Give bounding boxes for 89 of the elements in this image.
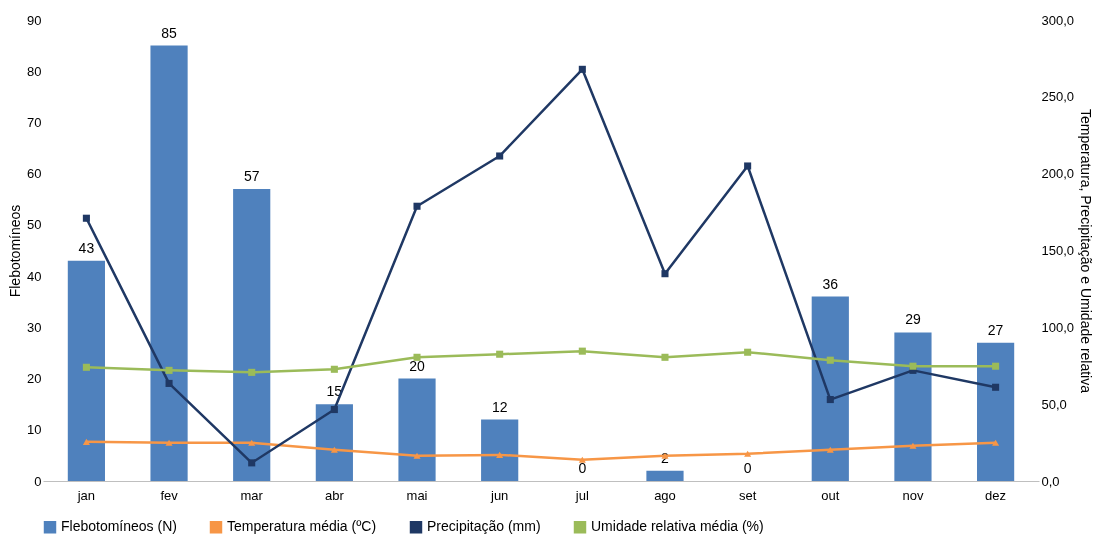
y2-axis-title: Temperatura, Precipitação e Umidade relativa bbox=[1078, 108, 1095, 394]
x-tick-label: dez bbox=[985, 487, 1007, 503]
bar bbox=[398, 378, 436, 481]
point bbox=[826, 446, 834, 453]
y-tick-label: 20 bbox=[27, 371, 42, 387]
point bbox=[826, 356, 834, 364]
point bbox=[248, 439, 256, 446]
y2-tick-label: 300,0 bbox=[1041, 12, 1075, 28]
data-label: 20 bbox=[409, 357, 426, 374]
y-tick-label: 70 bbox=[27, 114, 42, 130]
point bbox=[992, 383, 1000, 391]
data-label: 36 bbox=[822, 275, 839, 292]
point bbox=[330, 365, 338, 373]
x-tick-label: jun bbox=[489, 487, 509, 503]
x-tick-label: out bbox=[821, 487, 840, 503]
y-axis-title: Flebotomíneos bbox=[7, 204, 24, 298]
point bbox=[496, 451, 504, 458]
point bbox=[248, 368, 256, 376]
point bbox=[661, 270, 669, 278]
data-label: 27 bbox=[987, 321, 1004, 338]
point bbox=[496, 152, 504, 160]
legend-label: Umidade relativa média (%) bbox=[591, 518, 764, 535]
legend-label: Temperatura média (ºC) bbox=[227, 518, 377, 535]
data-label: 43 bbox=[78, 239, 95, 256]
y2-tick-label: 150,0 bbox=[1041, 243, 1075, 258]
bar bbox=[811, 296, 849, 481]
legend-label: Flebotomíneos (N) bbox=[61, 518, 177, 535]
bar bbox=[481, 419, 519, 481]
y-tick-label: 60 bbox=[27, 166, 42, 182]
y2-tick-label: 200,0 bbox=[1041, 166, 1075, 182]
point bbox=[744, 348, 752, 356]
data-label: 85 bbox=[161, 24, 178, 41]
point bbox=[413, 452, 421, 459]
point bbox=[661, 353, 669, 361]
y2-tick-label: 250,0 bbox=[1041, 89, 1075, 105]
point bbox=[82, 214, 90, 222]
bar bbox=[233, 189, 271, 481]
point bbox=[826, 396, 834, 404]
data-label: 29 bbox=[905, 311, 921, 328]
x-tick-label: set bbox=[738, 487, 757, 503]
point bbox=[744, 450, 752, 457]
point bbox=[744, 162, 752, 170]
data-label: 12 bbox=[491, 398, 508, 415]
point bbox=[82, 438, 90, 445]
y2-tick-label: 100,0 bbox=[1041, 319, 1075, 335]
y-tick-label: 0 bbox=[34, 473, 42, 489]
point bbox=[165, 439, 173, 446]
x-tick-label: mai bbox=[406, 487, 428, 503]
x-tick-label: mar bbox=[240, 487, 264, 503]
y2-tick-label: 0,0 bbox=[1041, 473, 1060, 489]
bar bbox=[977, 342, 1015, 481]
y-tick-label: 90 bbox=[27, 12, 42, 28]
legend-label: Precipitação (mm) bbox=[427, 518, 541, 535]
point bbox=[248, 459, 256, 467]
data-label: 57 bbox=[243, 168, 260, 185]
point bbox=[165, 379, 173, 387]
point bbox=[330, 406, 338, 414]
y2-tick-label: 50,0 bbox=[1041, 396, 1067, 412]
bar bbox=[646, 470, 684, 481]
x-tick-label: jul bbox=[574, 487, 589, 503]
bar bbox=[150, 45, 188, 481]
point bbox=[578, 347, 586, 355]
point bbox=[909, 362, 917, 370]
point bbox=[413, 202, 421, 210]
point bbox=[578, 65, 586, 73]
x-tick-label: ago bbox=[654, 487, 676, 503]
y-tick-label: 80 bbox=[27, 63, 42, 79]
point bbox=[578, 456, 586, 463]
point bbox=[330, 446, 338, 453]
point bbox=[165, 366, 173, 374]
y-tick-label: 10 bbox=[27, 422, 42, 438]
x-tick-label: fev bbox=[160, 487, 179, 503]
point bbox=[82, 363, 90, 371]
point bbox=[909, 442, 917, 449]
data-label: 0 bbox=[743, 460, 752, 476]
y-tick-label: 40 bbox=[27, 268, 42, 284]
y-tick-label: 30 bbox=[27, 319, 42, 335]
x-tick-label: abr bbox=[324, 487, 345, 503]
y-tick-label: 50 bbox=[27, 217, 42, 233]
point bbox=[413, 353, 421, 361]
x-tick-label: nov bbox=[902, 487, 924, 503]
point bbox=[992, 439, 1000, 446]
data-label: 0 bbox=[578, 460, 587, 476]
bar bbox=[894, 332, 932, 481]
bar bbox=[315, 404, 353, 481]
point bbox=[496, 350, 504, 358]
bar bbox=[67, 260, 105, 481]
x-tick-label: jan bbox=[76, 487, 96, 503]
point bbox=[992, 362, 1000, 370]
